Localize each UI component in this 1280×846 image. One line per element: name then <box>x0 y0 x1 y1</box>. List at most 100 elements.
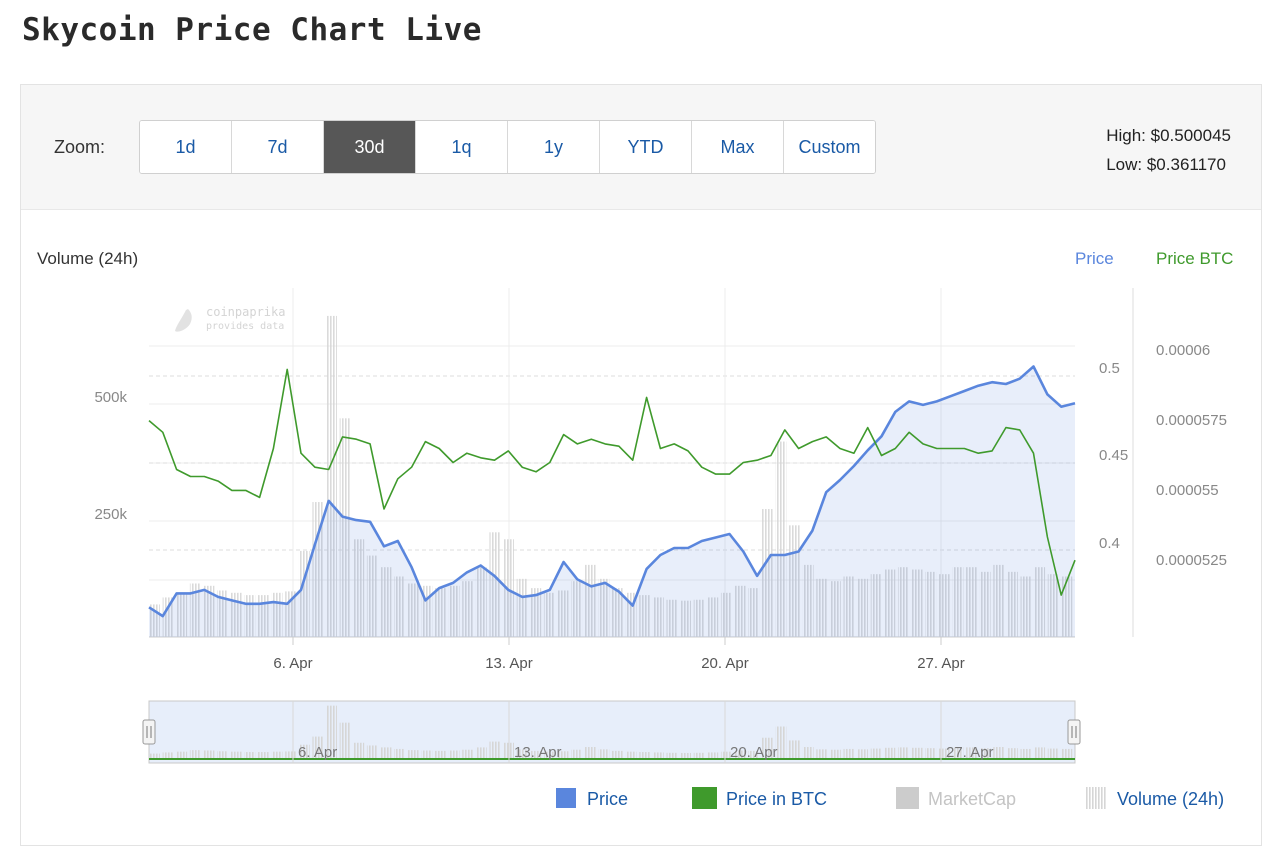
volume-bar <box>775 441 787 637</box>
volume-tick-500k: 500k <box>94 389 127 406</box>
price-axis-title: Price <box>1075 249 1114 268</box>
zoom-toolbar: Zoom: 1d 7d 30d 1q 1y YTD Max Custom Hig… <box>21 85 1261 210</box>
navigator-volume-bar <box>720 751 732 759</box>
navigator-volume-bar <box>271 751 283 759</box>
zoom-1q-button[interactable]: 1q <box>416 121 508 173</box>
volume-series <box>149 315 1073 637</box>
legend-item-marketcap[interactable]: MarketCap <box>896 787 1016 809</box>
volume-bar <box>489 532 501 637</box>
navigator-right-handle[interactable] <box>1067 719 1081 745</box>
volume-axis-title: Volume (24h) <box>37 249 138 268</box>
navigator-volume-bar <box>230 751 242 759</box>
volume-bar <box>326 315 337 637</box>
volume-bar <box>707 597 719 637</box>
price-tick-0-5: 0.5 <box>1099 360 1120 377</box>
volume-bar <box>571 581 583 637</box>
volume-bar <box>557 590 569 637</box>
zoom-custom-button[interactable]: Custom <box>784 121 875 173</box>
navigator-volume-bar <box>584 747 596 759</box>
legend-label-volume: Volume (24h) <box>1117 789 1224 809</box>
range-navigator[interactable]: 6. Apr 13. Apr 20. Apr 27. Apr <box>142 700 1081 764</box>
volume-bar <box>911 569 923 637</box>
navigator-volume-bar <box>789 740 800 759</box>
zoom-1y-button[interactable]: 1y <box>508 121 600 173</box>
navigator-volume-bar <box>1006 748 1018 759</box>
volume-bar <box>925 571 937 637</box>
price-tick-0-45: 0.45 <box>1099 447 1128 464</box>
volume-bar <box>966 567 977 637</box>
watermark-sub: provides data <box>206 321 284 332</box>
legend-item-volume[interactable]: Volume (24h) <box>1086 787 1224 809</box>
volume-bar <box>789 525 800 637</box>
btc-tick-0-000055: 0.000055 <box>1156 482 1219 499</box>
volume-bar <box>870 574 882 637</box>
navigator-volume-bar <box>625 751 637 759</box>
navigator-volume-bar <box>652 752 664 759</box>
volume-bar <box>339 418 351 637</box>
volume-bar <box>761 509 773 637</box>
volume-bar <box>938 574 950 637</box>
volume-bar <box>652 597 664 637</box>
volume-bar <box>748 588 760 637</box>
navigator-volume-bar <box>1047 748 1059 759</box>
navigator-volume-bar <box>489 741 501 759</box>
navigator-volume-bar <box>761 737 773 759</box>
navigator-tick-6-apr: 6. Apr <box>298 744 337 761</box>
navigator-volume-bar <box>516 749 528 759</box>
price-tick-0-4: 0.4 <box>1099 535 1120 552</box>
navigator-volume-bar <box>775 726 787 759</box>
volume-bar <box>530 588 542 637</box>
volume-bar <box>857 578 869 637</box>
navigator-volume-bar <box>1020 748 1032 759</box>
zoom-ytd-button[interactable]: YTD <box>600 121 692 173</box>
legend-swatch-price <box>556 788 576 808</box>
volume-bar <box>639 595 651 637</box>
volume-bar <box>462 581 474 637</box>
volume-bar <box>543 592 555 637</box>
price-btc-axis-title: Price BTC <box>1156 249 1233 268</box>
zoom-1d-button[interactable]: 1d <box>140 121 232 173</box>
zoom-30d-button[interactable]: 30d <box>324 121 416 173</box>
volume-bar <box>734 585 746 637</box>
navigator-volume-bar <box>734 750 746 759</box>
volume-bar <box>380 567 392 637</box>
navigator-left-handle[interactable] <box>142 719 156 745</box>
high-value: High: $0.500045 <box>1106 126 1231 145</box>
volume-bar <box>993 564 1005 637</box>
low-value: Low: $0.361170 <box>1106 155 1226 174</box>
legend-swatch-volume <box>1086 787 1106 809</box>
navigator-volume-bar <box>217 751 228 759</box>
navigator-volume-bar <box>598 749 610 759</box>
navigator-volume-bar <box>434 750 446 759</box>
legend-swatch-marketcap <box>896 787 919 809</box>
volume-bar <box>298 550 310 637</box>
btc-tick-0-0000575: 0.0000575 <box>1156 412 1227 429</box>
price-line <box>148 365 1076 618</box>
zoom-max-button[interactable]: Max <box>692 121 784 173</box>
navigator-volume-bar <box>748 750 760 759</box>
legend-item-price[interactable]: Price <box>556 788 628 809</box>
volume-bar <box>952 567 964 637</box>
volume-bar <box>230 592 242 637</box>
navigator-volume-bar <box>448 750 460 759</box>
navigator-volume-bar <box>612 750 623 759</box>
zoom-7d-button[interactable]: 7d <box>232 121 324 173</box>
legend-item-price-btc[interactable]: Price in BTC <box>692 787 827 809</box>
legend-label-price: Price <box>587 789 628 809</box>
chili-logo-icon <box>175 309 192 332</box>
volume-bar <box>149 604 160 637</box>
volume-bar <box>693 599 705 637</box>
volume-bar <box>434 588 446 637</box>
navigator-volume-bar <box>421 750 433 759</box>
volume-bar <box>843 576 855 637</box>
volume-bar <box>407 583 419 637</box>
navigator-volume-bar <box>557 751 569 759</box>
navigator-volume-bar <box>543 751 555 759</box>
navigator-volume-bar <box>1034 747 1046 759</box>
volume-bar <box>353 539 365 637</box>
high-low-summary: High: $0.500045 Low: $0.361170 <box>1106 121 1231 179</box>
navigator-volume-bar <box>897 747 909 759</box>
coinpaprika-watermark: coinpaprika provides data <box>175 305 285 332</box>
navigator-volume-bar <box>870 748 882 759</box>
